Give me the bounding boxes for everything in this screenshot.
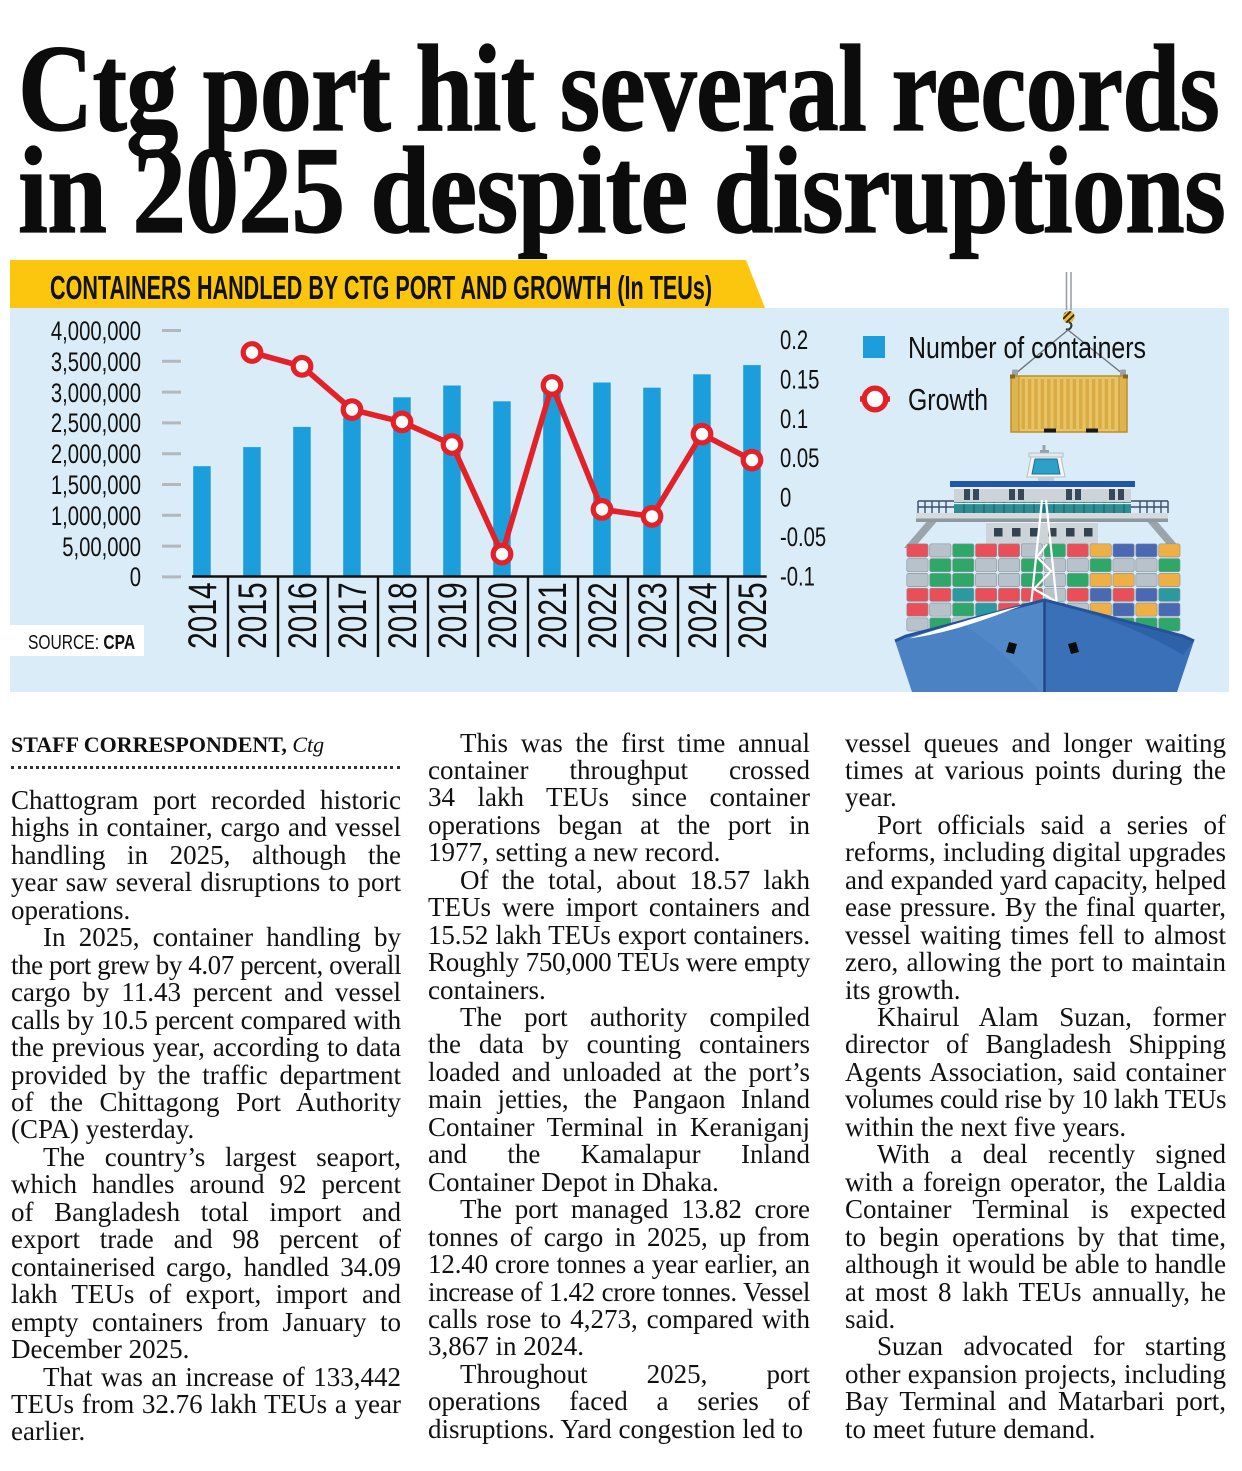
svg-text:2020: 2020 [481, 582, 525, 649]
svg-text:2015: 2015 [231, 582, 275, 649]
svg-text:2021: 2021 [531, 582, 575, 649]
svg-text:0: 0 [130, 562, 141, 593]
svg-text:1,500,000: 1,500,000 [51, 470, 141, 501]
svg-text:CONTAINERS HANDLED BY CTG PORT: CONTAINERS HANDLED BY CTG PORT AND GROWT… [50, 269, 712, 306]
svg-text:4,000,000: 4,000,000 [51, 316, 141, 347]
svg-text:2,000,000: 2,000,000 [51, 439, 141, 470]
svg-text:2023: 2023 [631, 582, 675, 649]
svg-text:-0.1: -0.1 [780, 562, 815, 593]
svg-text:2,500,000: 2,500,000 [51, 408, 141, 439]
svg-text:SOURCE: CPA: SOURCE: CPA [28, 631, 135, 653]
svg-text:Growth: Growth [908, 382, 988, 417]
svg-text:2017: 2017 [331, 582, 375, 649]
svg-text:0.1: 0.1 [780, 404, 808, 435]
svg-text:2019: 2019 [431, 582, 475, 649]
svg-text:3,000,000: 3,000,000 [51, 378, 141, 409]
svg-text:2025: 2025 [731, 582, 775, 649]
svg-text:0.2: 0.2 [780, 325, 808, 356]
svg-text:5,00,000: 5,00,000 [62, 532, 141, 563]
svg-text:2024: 2024 [681, 582, 725, 649]
svg-text:Number of containers: Number of containers [908, 330, 1146, 365]
svg-text:1,000,000: 1,000,000 [51, 501, 141, 532]
svg-text:2014: 2014 [181, 582, 225, 649]
svg-text:2018: 2018 [381, 582, 425, 649]
svg-text:0.15: 0.15 [780, 365, 819, 396]
svg-text:0.05: 0.05 [780, 443, 819, 474]
svg-text:2016: 2016 [281, 582, 325, 649]
svg-text:2022: 2022 [581, 582, 625, 649]
svg-text:3,500,000: 3,500,000 [51, 347, 141, 378]
svg-text:-0.05: -0.05 [780, 522, 826, 553]
svg-text:0: 0 [780, 483, 791, 514]
